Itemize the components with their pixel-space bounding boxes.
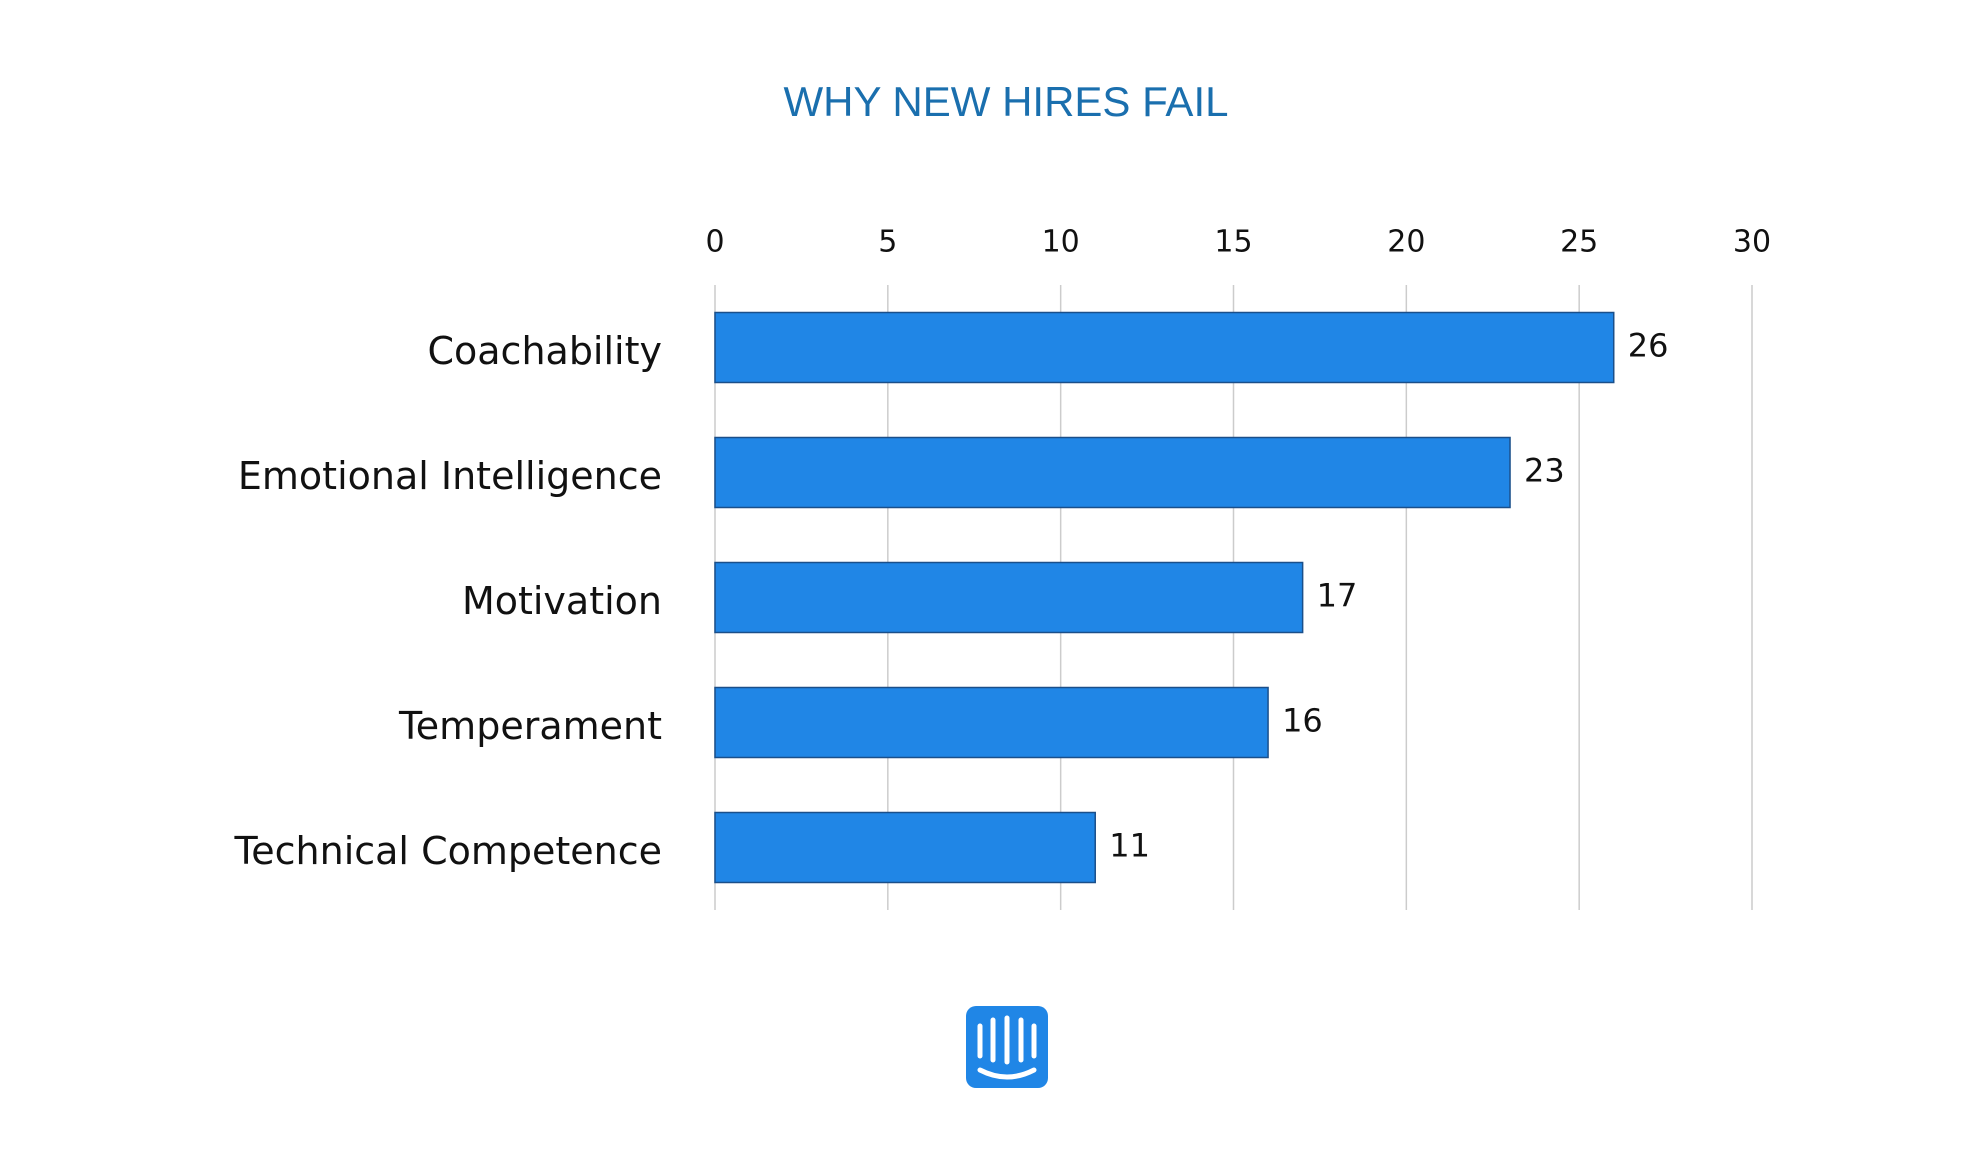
y-tick-label: Temperament — [398, 704, 662, 748]
bar — [714, 311, 1615, 384]
y-tick-label: Emotional Intelligence — [238, 454, 662, 498]
bar — [714, 811, 1096, 884]
logo — [966, 1006, 1048, 1088]
x-tick-label: 15 — [1214, 225, 1252, 260]
x-tick-label: 0 — [705, 225, 724, 260]
value-label: 16 — [1282, 702, 1323, 740]
y-tick-label: Coachability — [427, 329, 662, 373]
y-tick-label: Technical Competence — [234, 829, 663, 873]
chart-title: WHY NEW HIRES FAIL — [784, 78, 1229, 125]
value-label: 26 — [1628, 327, 1669, 365]
x-tick-label: 20 — [1387, 225, 1425, 260]
x-tick-label: 25 — [1560, 225, 1598, 260]
bar — [714, 686, 1269, 759]
bar — [714, 436, 1511, 509]
value-label: 17 — [1317, 577, 1358, 615]
y-tick-label: Motivation — [462, 579, 662, 623]
bar — [714, 561, 1304, 634]
x-tick-label: 30 — [1733, 225, 1771, 260]
x-tick-label: 5 — [878, 225, 897, 260]
value-label: 11 — [1109, 827, 1150, 865]
x-tick-label: 10 — [1042, 225, 1080, 260]
value-label: 23 — [1524, 452, 1565, 490]
